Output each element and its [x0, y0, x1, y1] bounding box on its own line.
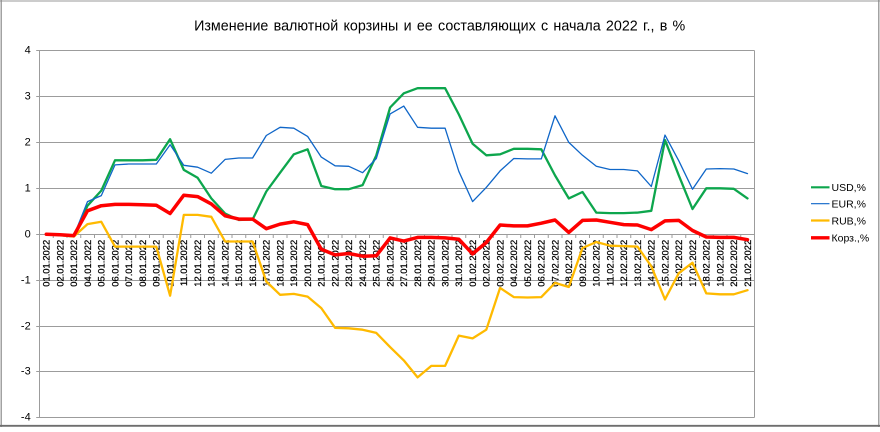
- svg-text:RUB,%: RUB,%: [832, 215, 866, 227]
- svg-text:30.01.2022: 30.01.2022: [439, 240, 450, 287]
- svg-text:05.02.2022: 05.02.2022: [522, 240, 533, 287]
- svg-text:19.01.2022: 19.01.2022: [288, 240, 299, 287]
- svg-text:09.02.2022: 09.02.2022: [577, 240, 588, 287]
- svg-text:23.01.2022: 23.01.2022: [343, 240, 354, 287]
- svg-text:03.01.2022: 03.01.2022: [68, 240, 79, 287]
- svg-text:Корз.,%: Корз.,%: [832, 233, 870, 245]
- svg-text:21.01.2022: 21.01.2022: [316, 240, 327, 287]
- svg-text:18.02.2022: 18.02.2022: [701, 240, 712, 287]
- svg-text:24.01.2022: 24.01.2022: [357, 240, 368, 287]
- svg-text:03.02.2022: 03.02.2022: [494, 240, 505, 287]
- svg-text:06.01.2022: 06.01.2022: [109, 240, 120, 287]
- svg-text:31.01.2022: 31.01.2022: [453, 240, 464, 287]
- svg-text:17.01.2022: 17.01.2022: [261, 240, 272, 287]
- svg-text:20.01.2022: 20.01.2022: [302, 240, 313, 287]
- svg-text:04.01.2022: 04.01.2022: [82, 240, 93, 287]
- svg-text:13.01.2022: 13.01.2022: [206, 240, 217, 287]
- svg-text:09.01.2022: 09.01.2022: [151, 240, 162, 287]
- svg-text:06.02.2022: 06.02.2022: [536, 240, 547, 287]
- svg-text:05.01.2022: 05.01.2022: [96, 240, 107, 287]
- svg-text:19.02.2022: 19.02.2022: [714, 240, 725, 287]
- svg-text:27.01.2022: 27.01.2022: [398, 240, 409, 287]
- svg-text:14.01.2022: 14.01.2022: [219, 240, 230, 287]
- svg-text:08.01.2022: 08.01.2022: [137, 240, 148, 287]
- svg-text:29.01.2022: 29.01.2022: [426, 240, 437, 287]
- svg-text:USD,%: USD,%: [832, 182, 866, 194]
- svg-text:07.01.2022: 07.01.2022: [123, 240, 134, 287]
- svg-text:28.01.2022: 28.01.2022: [412, 240, 423, 287]
- svg-text:21.02.2022: 21.02.2022: [742, 240, 753, 287]
- svg-text:Изменение валютной корзины и е: Изменение валютной корзины и ее составля…: [194, 19, 685, 35]
- svg-text:12.01.2022: 12.01.2022: [192, 240, 203, 287]
- svg-text:22.01.2022: 22.01.2022: [329, 240, 340, 287]
- svg-text:10.02.2022: 10.02.2022: [591, 240, 602, 287]
- svg-text:-2: -2: [21, 321, 31, 333]
- svg-text:01.01.2022: 01.01.2022: [41, 240, 52, 287]
- svg-text:15.01.2022: 15.01.2022: [233, 240, 244, 287]
- svg-text:20.02.2022: 20.02.2022: [728, 240, 739, 287]
- svg-text:3: 3: [25, 91, 31, 103]
- svg-text:-4: -4: [21, 412, 31, 424]
- svg-text:16.02.2022: 16.02.2022: [673, 240, 684, 287]
- svg-text:1: 1: [25, 183, 31, 195]
- svg-text:2: 2: [25, 137, 31, 149]
- svg-text:04.02.2022: 04.02.2022: [508, 240, 519, 287]
- svg-text:18.01.2022: 18.01.2022: [274, 240, 285, 287]
- svg-text:08.02.2022: 08.02.2022: [563, 240, 574, 287]
- svg-text:-1: -1: [21, 275, 31, 287]
- svg-text:16.01.2022: 16.01.2022: [247, 240, 258, 287]
- svg-text:10.01.2022: 10.01.2022: [164, 240, 175, 287]
- svg-text:13.02.2022: 13.02.2022: [632, 240, 643, 287]
- svg-text:11.01.2022: 11.01.2022: [178, 240, 189, 286]
- svg-text:11.02.2022: 11.02.2022: [604, 240, 615, 286]
- svg-text:EUR,%: EUR,%: [832, 199, 866, 211]
- svg-text:07.02.2022: 07.02.2022: [549, 240, 560, 287]
- svg-text:12.02.2022: 12.02.2022: [618, 240, 629, 287]
- svg-text:15.02.2022: 15.02.2022: [659, 240, 670, 287]
- svg-text:02.02.2022: 02.02.2022: [481, 240, 492, 287]
- svg-text:14.02.2022: 14.02.2022: [646, 240, 657, 287]
- svg-text:01.02.2022: 01.02.2022: [467, 240, 478, 287]
- svg-text:25.01.2022: 25.01.2022: [371, 240, 382, 287]
- svg-text:0: 0: [25, 229, 31, 241]
- svg-text:4: 4: [25, 45, 31, 57]
- svg-text:-3: -3: [21, 366, 31, 378]
- svg-text:02.01.2022: 02.01.2022: [54, 240, 65, 287]
- svg-text:26.01.2022: 26.01.2022: [384, 240, 395, 287]
